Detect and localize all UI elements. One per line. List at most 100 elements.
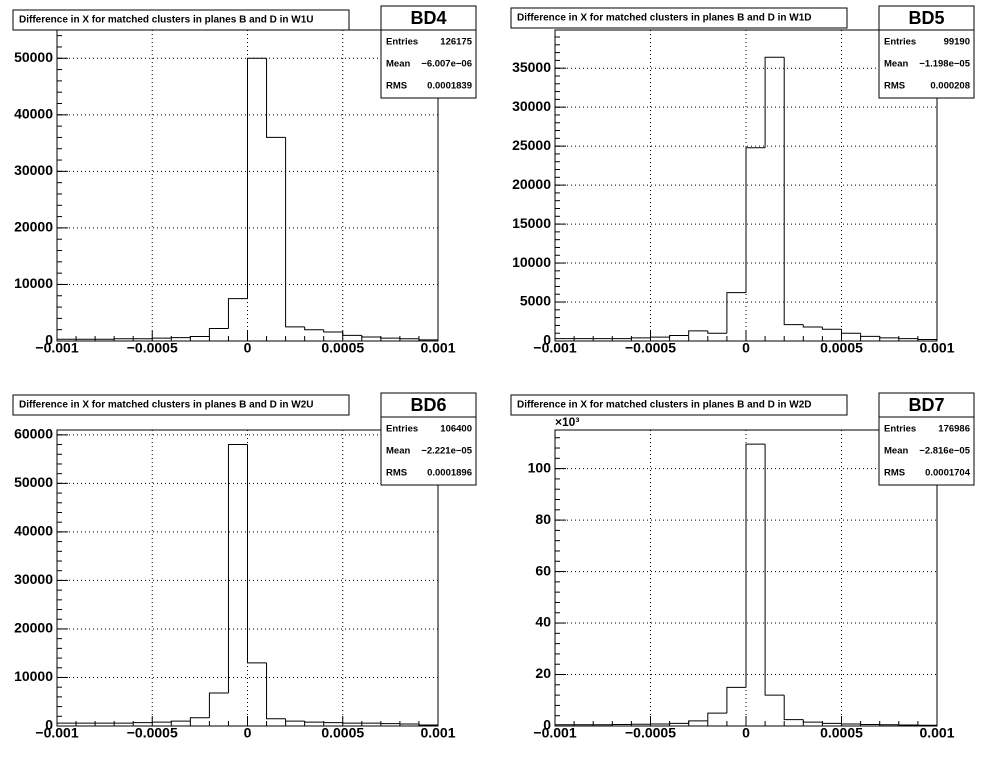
x-tick-label: 0.001 bbox=[420, 340, 455, 356]
x-tick-label: 0.001 bbox=[420, 725, 455, 741]
histogram-bin bbox=[841, 329, 861, 334]
x-tick-label: 0 bbox=[742, 340, 750, 356]
y-tick-label: 80 bbox=[535, 511, 551, 527]
x-tick-label: −0.0005 bbox=[625, 340, 676, 356]
x-tick-label: −0.001 bbox=[35, 725, 78, 741]
stats-value: 0.000208 bbox=[930, 81, 970, 92]
y-tick-label: 0 bbox=[45, 332, 53, 348]
histogram-bin bbox=[380, 337, 400, 339]
histogram-bin bbox=[650, 336, 670, 338]
histogram-bin bbox=[917, 338, 937, 340]
y-tick-label: 20000 bbox=[512, 176, 551, 192]
y-exponent-label: ×10³ bbox=[555, 415, 579, 429]
y-tick-label: 20000 bbox=[14, 620, 53, 636]
x-tick-label: 0.0005 bbox=[820, 725, 863, 741]
x-tick-label: 0.001 bbox=[919, 340, 954, 356]
histogram-bin bbox=[418, 338, 438, 341]
histogram-bin bbox=[726, 686, 746, 714]
x-tick-label: 0.001 bbox=[919, 725, 954, 741]
stats-title: BD4 bbox=[410, 8, 446, 28]
histogram-bin bbox=[418, 724, 438, 726]
y-tick-label: 30000 bbox=[512, 98, 551, 114]
histogram-bin bbox=[189, 717, 210, 722]
stats-value: 0.0001839 bbox=[427, 81, 472, 92]
y-tick-label: 40 bbox=[535, 614, 551, 630]
x-tick-label: −0.0005 bbox=[625, 725, 676, 741]
y-tick-label: 5000 bbox=[520, 293, 551, 309]
histogram-bin bbox=[802, 719, 823, 723]
y-tick-label: 20000 bbox=[14, 219, 53, 235]
histogram-bin bbox=[208, 328, 229, 337]
y-tick-label: 0 bbox=[543, 717, 551, 733]
histogram-bin bbox=[783, 695, 804, 721]
histogram-bin bbox=[707, 712, 727, 721]
stats-label: Mean bbox=[386, 446, 410, 457]
histogram-bin bbox=[879, 336, 899, 339]
stats-title: BD7 bbox=[908, 395, 944, 415]
y-tick-label: 0 bbox=[45, 717, 53, 733]
x-tick-label: 0.0005 bbox=[820, 340, 863, 356]
y-tick-label: 10000 bbox=[512, 254, 551, 270]
stats-label: Mean bbox=[386, 59, 410, 70]
histogram-bin bbox=[898, 337, 918, 340]
y-tick-label: 30000 bbox=[14, 571, 53, 587]
stats-value: 176986 bbox=[938, 424, 970, 435]
y-tick-label: 50000 bbox=[14, 474, 53, 490]
stats-label: RMS bbox=[386, 81, 407, 92]
x-tick-label: −0.001 bbox=[533, 340, 576, 356]
histogram-bin bbox=[266, 662, 286, 720]
stats-label: Mean bbox=[884, 446, 908, 457]
stats-label: Mean bbox=[884, 59, 908, 70]
histogram-bin bbox=[323, 329, 343, 333]
histogram-bin bbox=[247, 444, 267, 664]
histogram-bin bbox=[342, 331, 362, 336]
histogram-bin bbox=[227, 444, 248, 694]
histogram-bin bbox=[554, 724, 575, 726]
histogram-bin bbox=[764, 56, 785, 148]
y-tick-label: 50000 bbox=[14, 49, 53, 65]
y-tick-label: 60 bbox=[535, 562, 551, 578]
y-tick-label: 100 bbox=[528, 459, 552, 475]
x-tick-label: −0.001 bbox=[533, 725, 576, 741]
stats-label: Entries bbox=[884, 37, 916, 48]
histogram-bin bbox=[266, 58, 286, 138]
x-tick-label: 0.0005 bbox=[321, 340, 364, 356]
histogram-bin bbox=[189, 335, 210, 338]
stats-label: RMS bbox=[386, 468, 407, 479]
chart-title: Difference in X for matched clusters in … bbox=[19, 400, 314, 411]
y-tick-label: 10000 bbox=[14, 275, 53, 291]
stats-value: −1.198e−05 bbox=[919, 59, 970, 70]
stats-value: 0.0001896 bbox=[427, 468, 472, 479]
histogram-bin bbox=[669, 722, 689, 724]
y-tick-label: 35000 bbox=[512, 59, 551, 75]
stats-label: RMS bbox=[884, 81, 905, 92]
histogram-bin bbox=[304, 326, 324, 331]
stats-value: 0.0001704 bbox=[925, 468, 971, 479]
stats-label: Entries bbox=[386, 424, 418, 435]
stats-label: Entries bbox=[884, 424, 916, 435]
stats-value: −6.007e−06 bbox=[421, 59, 472, 70]
stats-box bbox=[380, 5, 477, 99]
histogram-bin bbox=[688, 720, 708, 724]
stats-box bbox=[878, 392, 975, 486]
stats-title: BD5 bbox=[908, 8, 944, 28]
histogram-bin bbox=[821, 326, 842, 330]
histogram-bin bbox=[285, 718, 305, 722]
y-tick-label: 30000 bbox=[14, 162, 53, 178]
stats-title: BD6 bbox=[410, 395, 446, 415]
stats-label: Entries bbox=[386, 37, 418, 48]
histogram-bin bbox=[170, 720, 191, 723]
histogram-bin bbox=[56, 722, 77, 726]
histogram-bin bbox=[208, 692, 229, 718]
title-box bbox=[510, 7, 848, 29]
histogram-bin bbox=[399, 338, 419, 340]
histogram-bin bbox=[783, 57, 804, 326]
stats-value: 106400 bbox=[440, 424, 472, 435]
histogram-bin bbox=[745, 443, 766, 688]
histogram-bin bbox=[745, 147, 766, 293]
chart-title: Difference in X for matched clusters in … bbox=[517, 400, 812, 411]
y-tick-label: 20 bbox=[535, 665, 551, 681]
stats-value: 99190 bbox=[944, 37, 970, 48]
stats-value: −2.221e−05 bbox=[421, 446, 472, 457]
